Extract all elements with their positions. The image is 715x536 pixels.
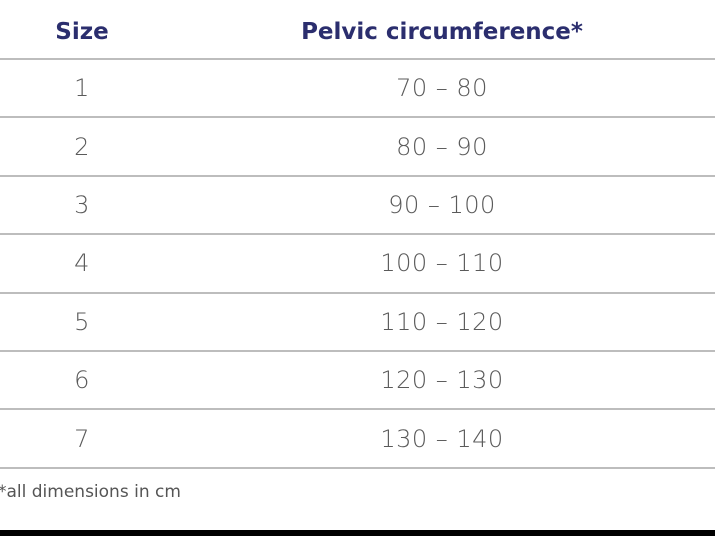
table-cell: 120 – 130 bbox=[380, 366, 504, 395]
row-divider bbox=[0, 408, 715, 411]
row-divider bbox=[0, 466, 715, 469]
bottom-bar bbox=[0, 530, 715, 536]
row-divider bbox=[0, 116, 715, 119]
footnote: *all dimensions in cm bbox=[0, 482, 181, 502]
row-divider bbox=[0, 350, 715, 352]
table-cell: 7 bbox=[74, 424, 90, 453]
header-cell: Pelvic circumference* bbox=[301, 19, 583, 45]
table-cell: 90 – 100 bbox=[388, 191, 496, 219]
table-cell: 5 bbox=[74, 307, 90, 336]
table-cell: 1 bbox=[74, 74, 90, 103]
row-divider bbox=[0, 291, 715, 294]
table-cell: 100 – 110 bbox=[380, 249, 504, 278]
row-divider bbox=[0, 174, 715, 177]
table-cell: 110 – 120 bbox=[380, 307, 504, 336]
table-cell: 3 bbox=[74, 191, 90, 219]
header-cell: Size bbox=[55, 19, 109, 45]
table-cell: 6 bbox=[74, 366, 90, 395]
table-cell: 2 bbox=[74, 132, 90, 161]
table-cell: 130 – 140 bbox=[380, 424, 504, 453]
table-cell: 70 – 80 bbox=[396, 74, 488, 103]
table-cell: 80 – 90 bbox=[396, 132, 488, 161]
row-divider bbox=[0, 58, 715, 60]
table-cell: 4 bbox=[74, 249, 90, 278]
row-divider bbox=[0, 233, 715, 236]
